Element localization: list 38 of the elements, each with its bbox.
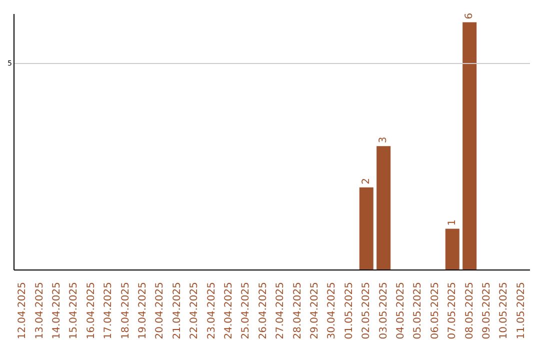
x-tick-label: 20.04.2025 xyxy=(154,282,166,340)
x-tick-label: 22.04.2025 xyxy=(189,282,200,340)
bar xyxy=(376,146,391,270)
x-tick-label: 23.04.2025 xyxy=(206,282,218,340)
x-tick-label: 18.04.2025 xyxy=(120,282,132,340)
x-tick-label: 26.04.2025 xyxy=(258,282,269,340)
x-tick-label: 04.05.2025 xyxy=(396,282,406,340)
x-tick-label: 16.04.2025 xyxy=(86,282,97,340)
x-tick-label: 02.05.2025 xyxy=(361,282,372,340)
x-tick-label: 28.04.2025 xyxy=(292,282,304,340)
x-tick-label: 27.04.2025 xyxy=(275,282,286,340)
x-tick-label: 07.05.2025 xyxy=(447,282,458,340)
x-tick-label: 03.05.2025 xyxy=(378,282,390,340)
x-tick-label: 30.04.2025 xyxy=(326,282,338,340)
x-tick-label: 06.05.2025 xyxy=(430,282,441,340)
x-tick-label: 25.04.2025 xyxy=(240,282,252,340)
x-tick-label: 12.04.2025 xyxy=(17,282,28,340)
x-tick-label: 09.05.2025 xyxy=(482,282,492,340)
x-tick-label: 21.04.2025 xyxy=(172,282,183,340)
bar xyxy=(359,187,374,270)
x-tick-label: 15.04.2025 xyxy=(68,282,80,340)
x-tick-label: 11.05.2025 xyxy=(516,282,527,340)
x-tick-label: 29.04.2025 xyxy=(310,282,320,340)
x-tick-label: 17.04.2025 xyxy=(103,282,114,340)
data-label: 2 xyxy=(360,178,372,184)
data-label: 3 xyxy=(378,136,390,144)
x-tick-label: 24.04.2025 xyxy=(224,282,234,340)
x-tick-label: 13.04.2025 xyxy=(34,282,46,340)
x-tick-label: 19.04.2025 xyxy=(138,282,148,340)
x-tick-label: 01.05.2025 xyxy=(344,282,355,340)
data-label: 1 xyxy=(446,219,458,226)
bar xyxy=(445,228,460,270)
data-label: 6 xyxy=(464,12,476,20)
x-tick-label: 10.05.2025 xyxy=(498,282,510,340)
x-tick-label: 08.05.2025 xyxy=(464,282,476,340)
bar xyxy=(462,22,477,270)
x-tick-label: 05.05.2025 xyxy=(412,282,424,340)
x-tick-label: 14.04.2025 xyxy=(52,282,62,340)
